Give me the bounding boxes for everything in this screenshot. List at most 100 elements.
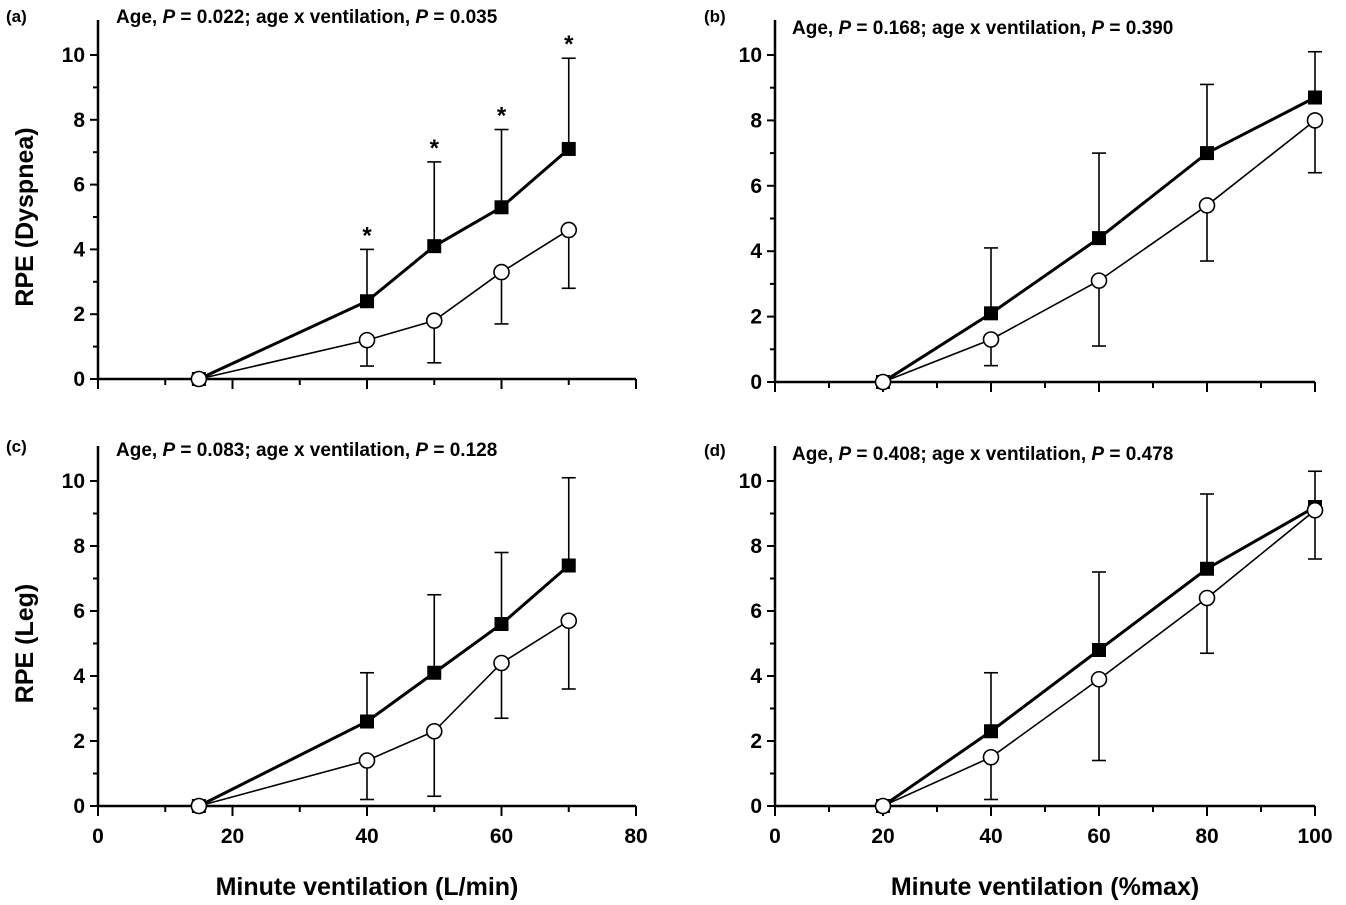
stats-prefix: Age, bbox=[116, 440, 162, 461]
circle-marker bbox=[493, 263, 510, 281]
stats-p1-value: = 0.168; age x ventilation, bbox=[851, 18, 1091, 39]
circle-marker bbox=[358, 331, 376, 349]
stats-annotation: Age, P = 0.168; age x ventilation, P = 0… bbox=[792, 18, 1173, 39]
circle-marker bbox=[874, 373, 892, 391]
y-tick-label: 2 bbox=[750, 306, 762, 329]
stats-p2-value: = 0.478 bbox=[1104, 444, 1173, 465]
circle-marker bbox=[1306, 501, 1324, 519]
stats-p1-label: P bbox=[162, 7, 175, 28]
panel-c: 0 2 4 6 8 10 0 20 40 60 80 RPE (Leg) Minute ventilat… bbox=[6, 437, 648, 901]
circle-marker bbox=[425, 722, 443, 740]
stats-p1-value: = 0.408; age x ventilation, bbox=[851, 444, 1091, 465]
panel-b: 0 2 4 6 8 10 (b) Age, P = 0.168; age x ventilat… bbox=[704, 7, 1324, 394]
x-tick-label: 20 bbox=[871, 825, 894, 848]
square-marker bbox=[427, 239, 442, 254]
square-marker bbox=[1092, 231, 1106, 246]
y-tick-label: 2 bbox=[73, 303, 85, 326]
x-tick-label: 100 bbox=[1297, 825, 1332, 848]
y-tick-label: 6 bbox=[73, 174, 85, 197]
x-axis-title: Minute ventilation (L/min) bbox=[216, 873, 519, 901]
y-tick-label: 6 bbox=[73, 600, 85, 623]
square-marker bbox=[494, 200, 509, 215]
y-tick-label: 0 bbox=[73, 368, 85, 391]
y-tick-label: 4 bbox=[73, 665, 85, 688]
y-axis-title: RPE (Leg) bbox=[11, 584, 39, 703]
stats-p2-label: P bbox=[415, 440, 428, 461]
stats-p2-label: P bbox=[415, 7, 428, 28]
stats-p1-value: = 0.022; age x ventilation, bbox=[175, 7, 415, 28]
significance-star: * bbox=[430, 135, 440, 162]
stats-p1-label: P bbox=[162, 440, 175, 461]
y-tick-label: 8 bbox=[750, 109, 762, 132]
x-tick-label: 80 bbox=[624, 825, 647, 848]
y-tick-label: 10 bbox=[739, 44, 762, 67]
panel-letter: (a) bbox=[6, 7, 27, 26]
circle-marker bbox=[1090, 272, 1108, 289]
x-tick-label: 60 bbox=[490, 825, 513, 848]
stats-p2-value: = 0.035 bbox=[428, 7, 498, 28]
stats-p2-label: P bbox=[1091, 444, 1104, 465]
x-tick-label: 40 bbox=[979, 825, 1002, 848]
circle-marker bbox=[358, 752, 376, 769]
y-tick-label: 0 bbox=[750, 795, 762, 818]
stats-prefix: Age, bbox=[792, 444, 838, 465]
y-tick-label: 2 bbox=[750, 730, 762, 753]
circle-marker bbox=[493, 654, 510, 672]
x-tick-label: 40 bbox=[355, 825, 378, 848]
y-tick-label: 0 bbox=[750, 371, 762, 394]
x-tick-label: 60 bbox=[1087, 825, 1110, 848]
y-tick-label: 10 bbox=[62, 44, 85, 67]
square-marker bbox=[1200, 561, 1214, 576]
stats-prefix: Age, bbox=[116, 7, 162, 28]
circle-marker bbox=[425, 312, 443, 329]
y-tick-label: 6 bbox=[750, 175, 762, 198]
y-tick-label: 0 bbox=[73, 795, 85, 818]
circle-marker bbox=[560, 221, 578, 239]
circle-marker bbox=[982, 331, 1000, 348]
x-axis-title: Minute ventilation (%max) bbox=[891, 873, 1199, 901]
circle-marker bbox=[1306, 112, 1324, 129]
square-marker bbox=[1308, 90, 1322, 105]
y-tick-label: 10 bbox=[62, 470, 85, 493]
stats-prefix: Age, bbox=[792, 18, 838, 39]
square-marker bbox=[1092, 643, 1106, 657]
y-tick-label: 8 bbox=[73, 535, 85, 558]
square-marker bbox=[360, 714, 374, 729]
square-marker bbox=[427, 665, 442, 680]
y-tick-label: 2 bbox=[73, 730, 85, 753]
series-line-square bbox=[198, 564, 570, 808]
square-marker bbox=[561, 141, 576, 156]
circle-marker bbox=[982, 748, 1000, 766]
circle-marker bbox=[1090, 670, 1108, 688]
stats-p1-value: = 0.083; age x ventilation, bbox=[175, 440, 415, 461]
circle-marker bbox=[1198, 197, 1216, 214]
circle-marker bbox=[874, 797, 892, 815]
panel-a: 0 2 4 6 8 10 RPE (Dyspnea) (a) Age, P = 0.022; a… bbox=[6, 7, 637, 391]
circle-marker bbox=[1198, 589, 1216, 607]
circle-marker bbox=[560, 612, 578, 630]
stats-p1-label: P bbox=[838, 444, 851, 465]
square-marker bbox=[561, 558, 576, 573]
y-tick-label: 10 bbox=[739, 470, 762, 493]
panel-letter: (d) bbox=[704, 441, 726, 460]
y-tick-label: 4 bbox=[750, 665, 762, 688]
stats-p2-value: = 0.390 bbox=[1104, 18, 1173, 39]
panel-letter: (b) bbox=[704, 7, 726, 26]
stats-p1-label: P bbox=[838, 18, 851, 39]
y-tick-label: 4 bbox=[73, 238, 85, 261]
y-tick-label: 6 bbox=[750, 600, 762, 623]
significance-star: * bbox=[564, 31, 574, 58]
square-marker bbox=[360, 294, 374, 309]
series-line-circle bbox=[198, 229, 570, 380]
stats-annotation: Age, P = 0.022; age x ventilation, P = 0… bbox=[116, 7, 498, 28]
x-tick-label: 80 bbox=[1195, 825, 1218, 848]
y-tick-label: 4 bbox=[750, 240, 762, 263]
significance-star: * bbox=[497, 103, 507, 130]
y-tick-label: 8 bbox=[750, 535, 762, 558]
square-marker bbox=[984, 306, 998, 321]
y-axis-title: RPE (Dyspnea) bbox=[11, 127, 39, 306]
significance-star: * bbox=[362, 222, 372, 249]
square-marker bbox=[984, 724, 998, 739]
